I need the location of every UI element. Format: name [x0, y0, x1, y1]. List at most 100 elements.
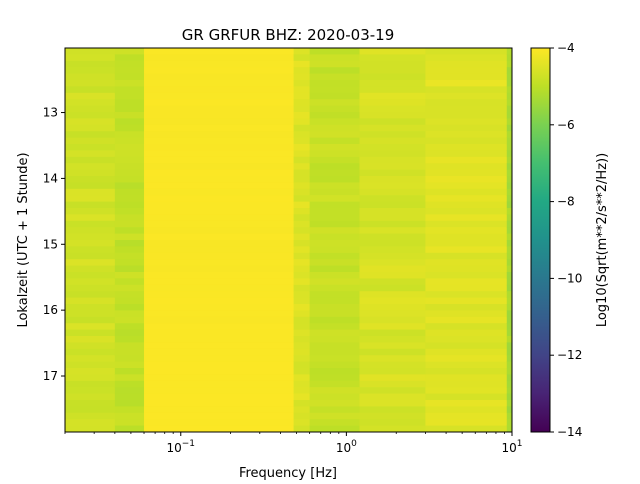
heatmap-cell [359, 163, 426, 170]
heatmap-cell [425, 329, 508, 337]
heatmap-cell [293, 393, 311, 401]
heatmap-cell [65, 265, 116, 273]
heatmap-cell [144, 374, 294, 382]
heatmap-cell [65, 284, 116, 292]
heatmap-cell [506, 246, 513, 254]
heatmap-cell [506, 259, 513, 266]
heatmap-cell [293, 240, 311, 247]
heatmap-cell [144, 233, 294, 241]
heatmap-cell [506, 342, 513, 350]
heatmap-cell [506, 310, 513, 318]
heatmap-cell [425, 137, 508, 145]
heatmap-cell [506, 297, 513, 305]
heatmap-cell [506, 92, 513, 100]
heatmap-cell [425, 336, 508, 343]
heatmap-cell [506, 272, 513, 279]
y-tick-label: 14 [43, 171, 58, 185]
colorbar [530, 47, 551, 433]
heatmap-cell [309, 406, 360, 414]
heatmap-cell [114, 265, 145, 273]
heatmap-cell [359, 80, 426, 87]
heatmap-cell [293, 246, 311, 254]
heatmap-cell [309, 163, 360, 170]
heatmap-cell [506, 406, 513, 414]
heatmap-cell [506, 144, 513, 151]
heatmap-cell [144, 144, 294, 151]
heatmap-cell [309, 73, 360, 81]
heatmap-cell [309, 374, 360, 382]
heatmap-cell [114, 86, 145, 94]
heatmap-cell [506, 48, 513, 55]
heatmap-cell [293, 387, 311, 394]
heatmap-cell [144, 355, 294, 362]
heatmap-cell [506, 60, 513, 68]
heatmap-cell [506, 163, 513, 170]
heatmap-cell [114, 208, 145, 215]
heatmap-cell [144, 137, 294, 145]
heatmap-cell [144, 48, 294, 55]
heatmap-cell [144, 214, 294, 222]
heatmap-cell [309, 60, 360, 68]
heatmap-cell [144, 419, 294, 426]
heatmap-cell [425, 400, 508, 407]
colorbar-tick-label: −8 [557, 195, 575, 209]
heatmap-cell [425, 150, 508, 158]
heatmap-cell [309, 361, 360, 369]
heatmap-cell [506, 368, 513, 375]
heatmap-cell [65, 240, 116, 247]
heatmap-cell [506, 412, 513, 420]
heatmap-cell [293, 48, 311, 55]
heatmap-cell [293, 284, 311, 292]
heatmap-cell [309, 400, 360, 407]
heatmap-cell [359, 176, 426, 183]
heatmap-cell [425, 246, 508, 254]
heatmap-cell [359, 412, 426, 420]
heatmap-cell [65, 246, 116, 254]
heatmap-cell [506, 304, 513, 311]
heatmap-cell [309, 182, 360, 190]
heatmap-cell [359, 227, 426, 234]
heatmap-cell [114, 112, 145, 119]
heatmap-cell [359, 355, 426, 362]
heatmap-cell [506, 336, 513, 343]
heatmap-cell [506, 419, 513, 426]
heatmap-cell [309, 112, 360, 119]
heatmap-cell [309, 412, 360, 420]
heatmap-cell [114, 387, 145, 394]
heatmap-cell [65, 419, 116, 426]
heatmap-cell [506, 112, 513, 119]
heatmap-cell [506, 240, 513, 247]
heatmap-cell [359, 73, 426, 81]
heatmap-cell [65, 304, 116, 311]
heatmap-cell [114, 182, 145, 190]
heatmap-cell [425, 425, 508, 433]
heatmap-cell [309, 176, 360, 183]
heatmap-cell [506, 387, 513, 394]
heatmap-cell [293, 201, 311, 209]
heatmap-cell [114, 355, 145, 362]
heatmap-cell [506, 278, 513, 286]
heatmap-cell [359, 323, 426, 330]
heatmap-cell [144, 278, 294, 286]
heatmap-cell [425, 48, 508, 55]
heatmap-cell [65, 336, 116, 343]
heatmap-cell [359, 240, 426, 247]
heatmap-cell [309, 195, 360, 202]
heatmap-cell [114, 144, 145, 151]
heatmap-cell [114, 278, 145, 286]
heatmap-cell [114, 227, 145, 234]
heatmap-cell [425, 272, 508, 279]
heatmap-cell [506, 137, 513, 145]
heatmap-cell [359, 265, 426, 273]
heatmap-cell [65, 214, 116, 222]
heatmap-cell [359, 220, 426, 228]
heatmap-cell [359, 252, 426, 260]
heatmap-cell [65, 99, 116, 106]
heatmap-cell [114, 73, 145, 81]
heatmap-cell [425, 259, 508, 266]
heatmap-cell [293, 105, 311, 113]
heatmap-cell [144, 393, 294, 401]
heatmap-cell [144, 412, 294, 420]
heatmap-cell [425, 412, 508, 420]
